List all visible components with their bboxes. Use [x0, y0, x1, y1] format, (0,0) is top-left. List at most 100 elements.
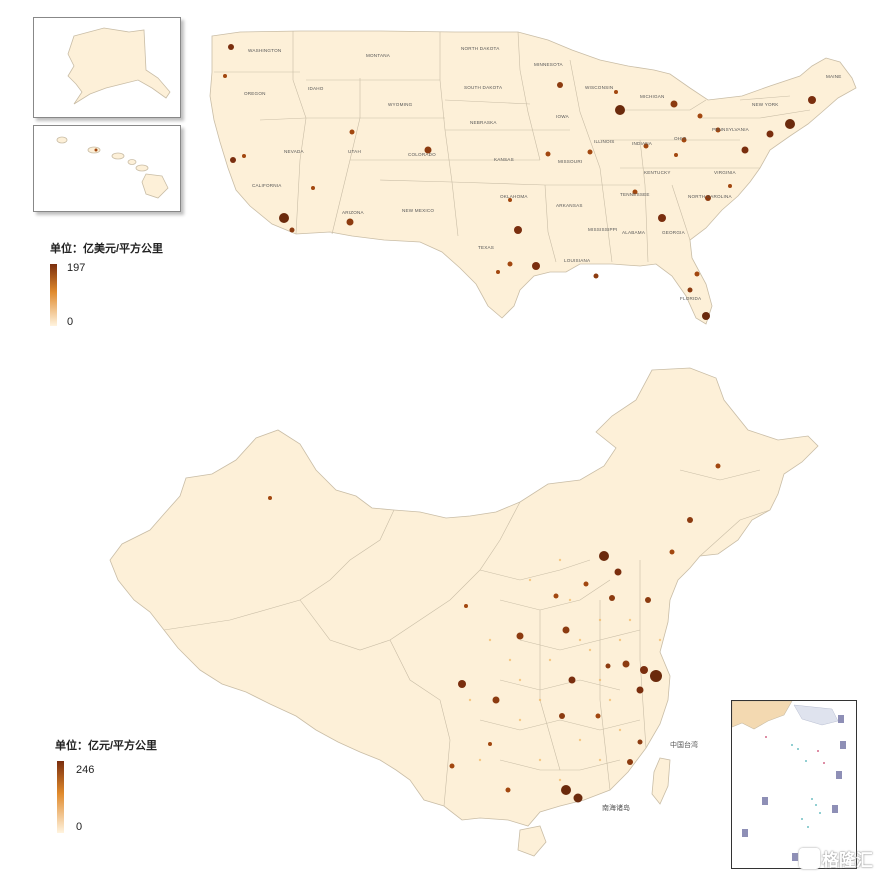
south-china-sea-inset-map — [731, 700, 846, 861]
hotspot-tianjin — [614, 568, 622, 576]
taiwan-label: 中国台湾 — [670, 742, 698, 749]
state-label: TEXAS — [478, 245, 494, 250]
hotspot-sf-bay — [230, 157, 236, 163]
hotspot-salt-lake — [349, 129, 355, 135]
us-density-hotspots — [223, 44, 816, 320]
us-state-borders — [214, 31, 811, 263]
state-label: SOUTH DAKOTA — [464, 85, 503, 90]
alaska-inset — [33, 17, 181, 118]
hotspot-chicago — [615, 105, 625, 115]
watermark: 格隆汇 — [799, 846, 873, 871]
hotspot-denver — [424, 146, 432, 154]
hotspot-columbus — [681, 137, 687, 143]
state-label: IOWA — [556, 114, 570, 119]
state-label: NORTH DAKOTA — [461, 46, 500, 51]
state-label: WASHINGTON — [248, 48, 281, 53]
hawaii-shape — [56, 136, 169, 199]
state-label: NEBRASKA — [470, 120, 497, 125]
hotspot-minneapolis — [557, 82, 563, 88]
state-label: COLORADO — [408, 152, 436, 157]
china-province-borders — [163, 469, 771, 807]
state-label: IDAHO — [308, 86, 324, 91]
state-label: OKLAHOMA — [500, 194, 528, 199]
hotspot-los-angeles — [279, 213, 289, 223]
state-label: NEW YORK — [752, 102, 779, 107]
hotspot-orlando — [694, 271, 700, 277]
hotspot-milwaukee — [614, 90, 618, 94]
hotspot-austin — [507, 261, 513, 267]
hotspot-phoenix — [346, 218, 354, 226]
hotspot-pittsburgh — [715, 127, 721, 133]
state-label: TENNESSEE — [620, 192, 650, 197]
state-label: NEW MEXICO — [402, 208, 434, 213]
state-label: GEORGIA — [662, 230, 686, 235]
state-label: MINNESOTA — [534, 62, 564, 67]
state-label: ARIZONA — [342, 210, 365, 215]
south-china-sea-inset — [731, 700, 857, 869]
us-legend-max-label: 197 — [67, 262, 86, 274]
hotspot-hefei — [605, 663, 611, 669]
hotspot-nanjing — [622, 660, 630, 668]
hotspot-cleveland — [697, 113, 703, 119]
hainan-island-shape — [517, 825, 547, 857]
state-label: KENTUCKY — [644, 170, 671, 175]
hotspot-changsha — [559, 713, 565, 719]
hotspot-shenzhen — [573, 793, 583, 803]
hotspot-portland — [223, 74, 227, 78]
hotspot-nanchang — [595, 713, 601, 719]
us-state-labels: WASHINGTON MONTANA NORTH DAKOTA MINNESOT… — [244, 46, 841, 301]
state-label: NORTH CAROLINA — [688, 194, 733, 199]
hotspot-taiyuan — [553, 593, 559, 599]
state-label: CALIFORNIA — [252, 183, 282, 188]
hotspot-tampa — [687, 287, 693, 293]
hotspot-oklahoma-city — [508, 198, 512, 202]
gelonghui-logo-icon — [799, 848, 820, 869]
hotspot-seattle — [228, 44, 234, 50]
state-label: MONTANA — [366, 53, 391, 58]
us-legend-title: 单位：亿美元/平方公里 — [50, 243, 164, 255]
china-mainland-shape — [109, 367, 819, 827]
hotspot-detroit — [670, 100, 678, 108]
us-legend-gradient-bar — [50, 264, 57, 326]
hotspot-suzhou — [640, 666, 648, 674]
hotspot-sacramento — [242, 154, 246, 158]
hotspot-guiyang — [488, 742, 492, 746]
state-label: ILLINOIS — [594, 139, 615, 144]
hotspot-shijiazhuang — [583, 581, 589, 587]
hotspot-atlanta — [658, 214, 666, 222]
state-label: INDIANA — [632, 141, 653, 146]
hotspot-dalian — [669, 549, 675, 555]
hotspot-urumqi — [268, 496, 272, 500]
hotspot-chengdu — [458, 680, 466, 688]
hotspot-lanzhou — [464, 604, 468, 608]
watermark-text: 格隆汇 — [822, 851, 873, 870]
state-label: OHIO — [674, 136, 687, 141]
us-map: WASHINGTON MONTANA NORTH DAKOTA MINNESOT… — [209, 30, 857, 325]
state-label: FLORIDA — [680, 296, 702, 301]
taiwan-island-shape — [651, 757, 671, 805]
state-label: MISSOURI — [558, 159, 582, 164]
hotspot-zhengzhou — [562, 626, 570, 634]
hotspot-fuzhou — [637, 739, 643, 745]
state-label: OREGON — [244, 91, 266, 96]
hotspot-guangzhou — [561, 785, 571, 795]
hotspot-shenyang — [687, 517, 693, 523]
state-label: PENNSYLVANIA — [712, 127, 750, 132]
state-label: LOUISIANA — [564, 258, 591, 263]
state-label: KANSAS — [494, 157, 514, 162]
hotspot-nanning — [505, 787, 511, 793]
china-legend-max-label: 246 — [76, 764, 95, 776]
hotspot-dallas — [514, 226, 522, 234]
hotspot-hangzhou — [636, 686, 644, 694]
hotspot-qingdao — [645, 597, 651, 603]
south-china-sea-label: 南海诸岛 — [602, 805, 630, 812]
hotspot-wuhan — [568, 676, 576, 684]
hotspot-san-antonio — [496, 270, 500, 274]
china-map — [109, 367, 819, 857]
hotspot-raleigh — [728, 184, 732, 188]
china-legend-title: 单位：亿元/平方公里 — [55, 740, 158, 752]
hotspot-miami — [702, 312, 710, 320]
china-legend-min-label: 0 — [76, 821, 83, 833]
state-label: VIRGINIA — [714, 170, 737, 175]
state-label: WISCONSIN — [585, 85, 613, 90]
